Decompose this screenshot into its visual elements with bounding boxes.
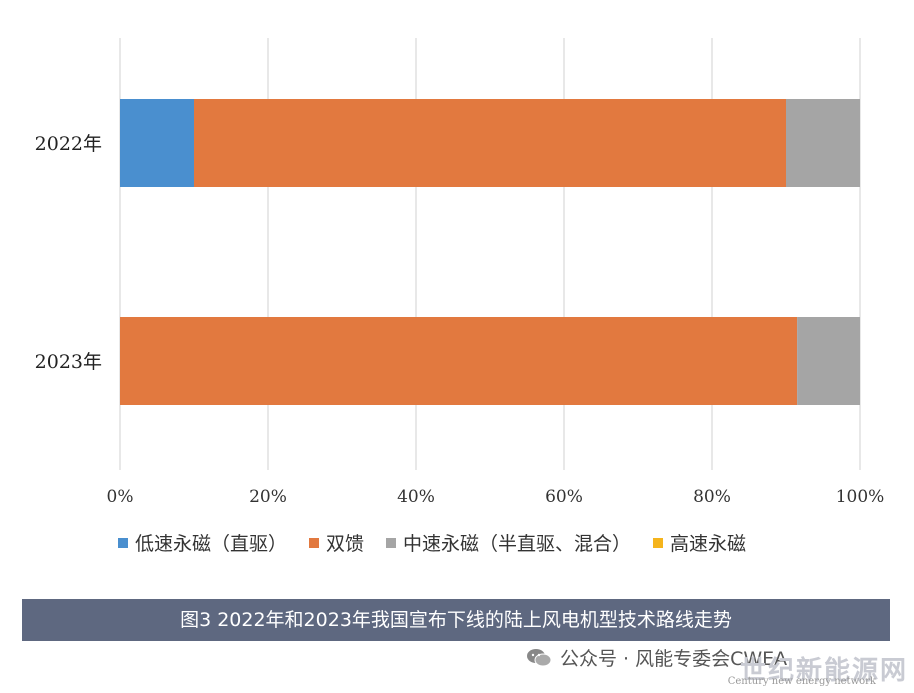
x-tick-label: 20%	[249, 487, 287, 507]
watermark-text: 公众号 · 风能专委会CWEA	[560, 648, 788, 670]
legend-item: 低速永磁（直驱）	[118, 529, 287, 556]
x-tick-label: 80%	[693, 487, 731, 507]
bar-segment	[120, 317, 798, 405]
x-tick-label: 60%	[545, 487, 583, 507]
legend-label: 高速永磁	[670, 533, 747, 555]
legend-label: 低速永磁（直驱）	[135, 533, 288, 555]
bars	[120, 99, 860, 405]
legend-item: 双馈	[309, 529, 364, 556]
legend-item: 高速永磁	[653, 529, 746, 556]
x-tick-label: 0%	[107, 487, 134, 507]
legend-swatch	[118, 537, 128, 548]
stacked-bar-chart: 2022年 2023年 0% 20% 40% 60% 80% 100%	[35, 38, 885, 507]
category-label: 2023年	[35, 351, 102, 373]
source-subtitle: Century new energy network	[727, 676, 876, 687]
wechat-icon	[527, 648, 552, 666]
figure-caption: 图3 2022年和2023年我国宣布下线的陆上风电机型技术路线走势	[22, 599, 890, 641]
legend-swatch	[386, 537, 397, 548]
x-tick-label: 100%	[836, 487, 885, 507]
x-tick-label: 40%	[397, 487, 435, 507]
bar-segment	[194, 99, 786, 187]
legend-label: 双馈	[326, 533, 365, 555]
legend-swatch	[309, 537, 320, 548]
legend-label: 中速永磁（半直驱、混合）	[403, 533, 632, 555]
legend: 低速永磁（直驱） 双馈 中速永磁（半直驱、混合） 高速永磁	[118, 529, 768, 556]
bar-segment	[797, 317, 860, 405]
x-tick-labels: 0% 20% 40% 60% 80% 100%	[107, 487, 885, 507]
wechat-watermark: 公众号 · 风能专委会CWEA	[526, 644, 787, 671]
category-label: 2022年	[35, 133, 102, 155]
category-labels: 2022年 2023年	[35, 133, 102, 373]
bar-segment	[786, 99, 860, 187]
legend-swatch	[653, 537, 664, 548]
bar-segment	[120, 99, 194, 187]
source-logo: 世纪新能源网	[739, 656, 908, 686]
legend-item: 中速永磁（半直驱、混合）	[386, 529, 631, 556]
